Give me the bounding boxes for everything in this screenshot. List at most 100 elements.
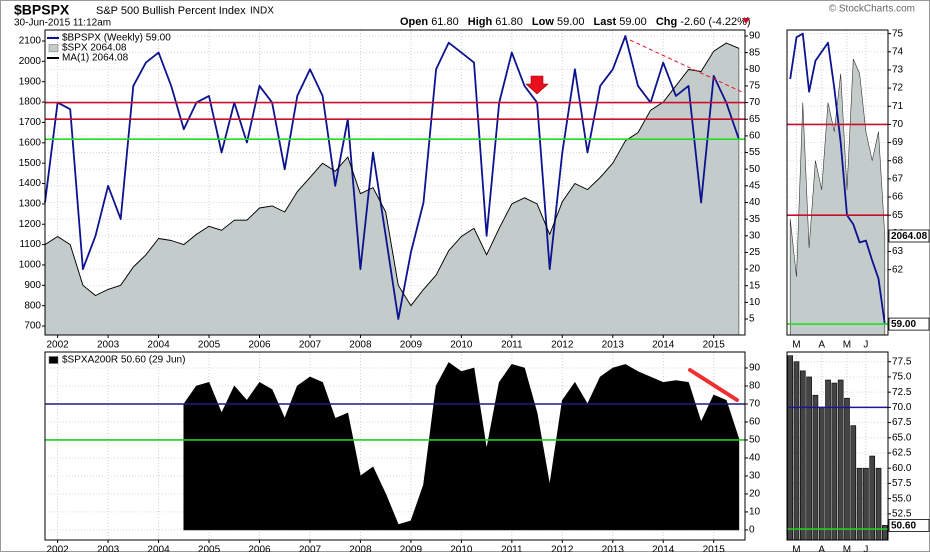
- last-value-box: [888, 229, 930, 243]
- y-tick-label: 67: [892, 174, 904, 185]
- x-tick-label: 2007: [299, 545, 322, 552]
- y-tick-label: 65.0: [892, 432, 912, 443]
- x-tick-label: A: [818, 545, 825, 552]
- y-tick-label: 800: [24, 300, 41, 311]
- bar: [806, 376, 812, 541]
- y-tick-label: 72: [892, 83, 904, 94]
- y-tick-label: 2100: [19, 36, 42, 47]
- y-tick-label: 0: [749, 525, 755, 536]
- quote-value: -2.60 (-4.22%): [680, 16, 750, 28]
- y-tick-label: 77.5: [892, 356, 912, 367]
- x-tick-label: A: [818, 340, 825, 351]
- y-tick-label: 1800: [19, 97, 42, 108]
- x-tick-label: 2008: [349, 545, 372, 552]
- x-tick-label: 2002: [46, 545, 69, 552]
- arrow-annotation: [525, 75, 549, 95]
- x-tick-label: 2009: [400, 340, 423, 351]
- x-tick-label: 2004: [147, 340, 170, 351]
- y-tick-label: 45: [749, 180, 761, 191]
- x-tick-label: 2014: [652, 545, 675, 552]
- last-value-label: 2064.08: [891, 231, 928, 242]
- quote-value: 59.00: [557, 16, 585, 28]
- y-tick-label: 90: [749, 31, 761, 42]
- exchange: INDX: [250, 6, 274, 17]
- x-tick-label: 2012: [551, 340, 574, 351]
- credit: © StockCharts.com: [829, 4, 915, 15]
- y-tick-label: 75: [892, 28, 904, 39]
- quote-value: 61.80: [495, 16, 523, 28]
- y-tick-label: 1000: [19, 260, 42, 271]
- panel: MAMJ62636465666768697071727374752064.085…: [786, 28, 930, 351]
- area: [183, 362, 740, 531]
- y-tick-label: 52.5: [892, 508, 912, 519]
- panel: M A M J 52.5 55.0 57.5 60.0 62.5 65.0 67.5 70.0 72.5…: [786, 351, 930, 552]
- quote-label: Low: [532, 16, 554, 28]
- x-tick-label: 2010: [450, 340, 473, 351]
- plots: 2002 2003 2004 2005 2006 2007 2008 2009 2010 2011…: [19, 28, 930, 552]
- bar: [837, 379, 844, 541]
- area: [789, 58, 886, 336]
- y-tick-label: 55: [749, 147, 761, 158]
- y-tick-label: 73: [892, 65, 904, 76]
- plot-frame: [786, 29, 889, 336]
- y-tick-label: 30: [749, 230, 761, 241]
- y-tick-label: 80: [749, 64, 761, 75]
- quote-label: Open: [400, 16, 428, 28]
- y-tick-label: 65: [892, 210, 904, 221]
- line: [44, 42, 740, 307]
- quote-label: Last: [594, 16, 617, 28]
- y-tick-label: 63: [892, 246, 904, 257]
- y-tick-label: 1500: [19, 158, 42, 169]
- y-tick-label: 69: [892, 137, 904, 148]
- bar: [825, 379, 831, 541]
- x-tick-label: 2015: [703, 545, 726, 552]
- x-tick-label: 2008: [349, 340, 372, 351]
- y-tick-label: 2000: [19, 56, 42, 67]
- y-tick-label: 72.5: [892, 387, 912, 398]
- annotations: [525, 39, 743, 402]
- quote-label: Chg: [656, 16, 677, 28]
- y-tick-label: 1100: [19, 239, 41, 250]
- bar: [812, 394, 819, 541]
- y-tick-label: 900: [24, 280, 41, 291]
- bar: [869, 455, 876, 541]
- plot-frame: [786, 351, 889, 541]
- x-tick-label: M: [792, 545, 800, 552]
- x-tick-label: M: [792, 340, 800, 351]
- x-tick-label: 2005: [198, 545, 221, 552]
- x-tick-label: 2004: [147, 545, 170, 552]
- y-tick-label: 10: [749, 507, 761, 518]
- line: [44, 35, 740, 320]
- x-tick-label: 2006: [248, 545, 271, 552]
- y-tick-label: 20: [749, 264, 761, 275]
- x-tick-label: M: [843, 545, 851, 552]
- y-tick-label: 90: [749, 363, 761, 374]
- legend-label: $BPSPX (Weekly) 59.00: [62, 33, 171, 44]
- symbol: $BPSPX: [14, 2, 70, 18]
- panel: 2002 2003 2004 2005 2006 2007 2008 2009 2010 2011…: [44, 351, 761, 552]
- y-tick-label: 20: [749, 489, 761, 500]
- y-tick-label: 65: [749, 114, 761, 125]
- y-tick-label: 57.5: [892, 478, 912, 489]
- y-tick-label: 40: [749, 453, 761, 464]
- trend-line: [688, 368, 739, 402]
- x-tick-label: 2006: [248, 340, 271, 351]
- y-tick-label: 70: [749, 399, 761, 410]
- y-tick-label: 70: [892, 119, 904, 130]
- y-tick-label: 55.0: [892, 493, 912, 504]
- y-tick-label: 60.0: [892, 463, 912, 474]
- x-tick-label: J: [863, 545, 868, 552]
- y-tick-label: 68: [892, 155, 904, 166]
- x-tick-label: 2014: [652, 340, 675, 351]
- bar: [787, 355, 793, 541]
- y-tick-label: 25: [749, 247, 761, 258]
- bar: [844, 397, 850, 541]
- x-tick-label: 2010: [450, 545, 473, 552]
- y-tick-label: 85: [749, 47, 761, 58]
- bar: [793, 361, 800, 541]
- line: [789, 32, 886, 325]
- y-tick-label: 10: [749, 297, 761, 308]
- y-tick-label: 40: [749, 197, 761, 208]
- bar: [882, 525, 888, 541]
- down-arrow: [742, 18, 750, 24]
